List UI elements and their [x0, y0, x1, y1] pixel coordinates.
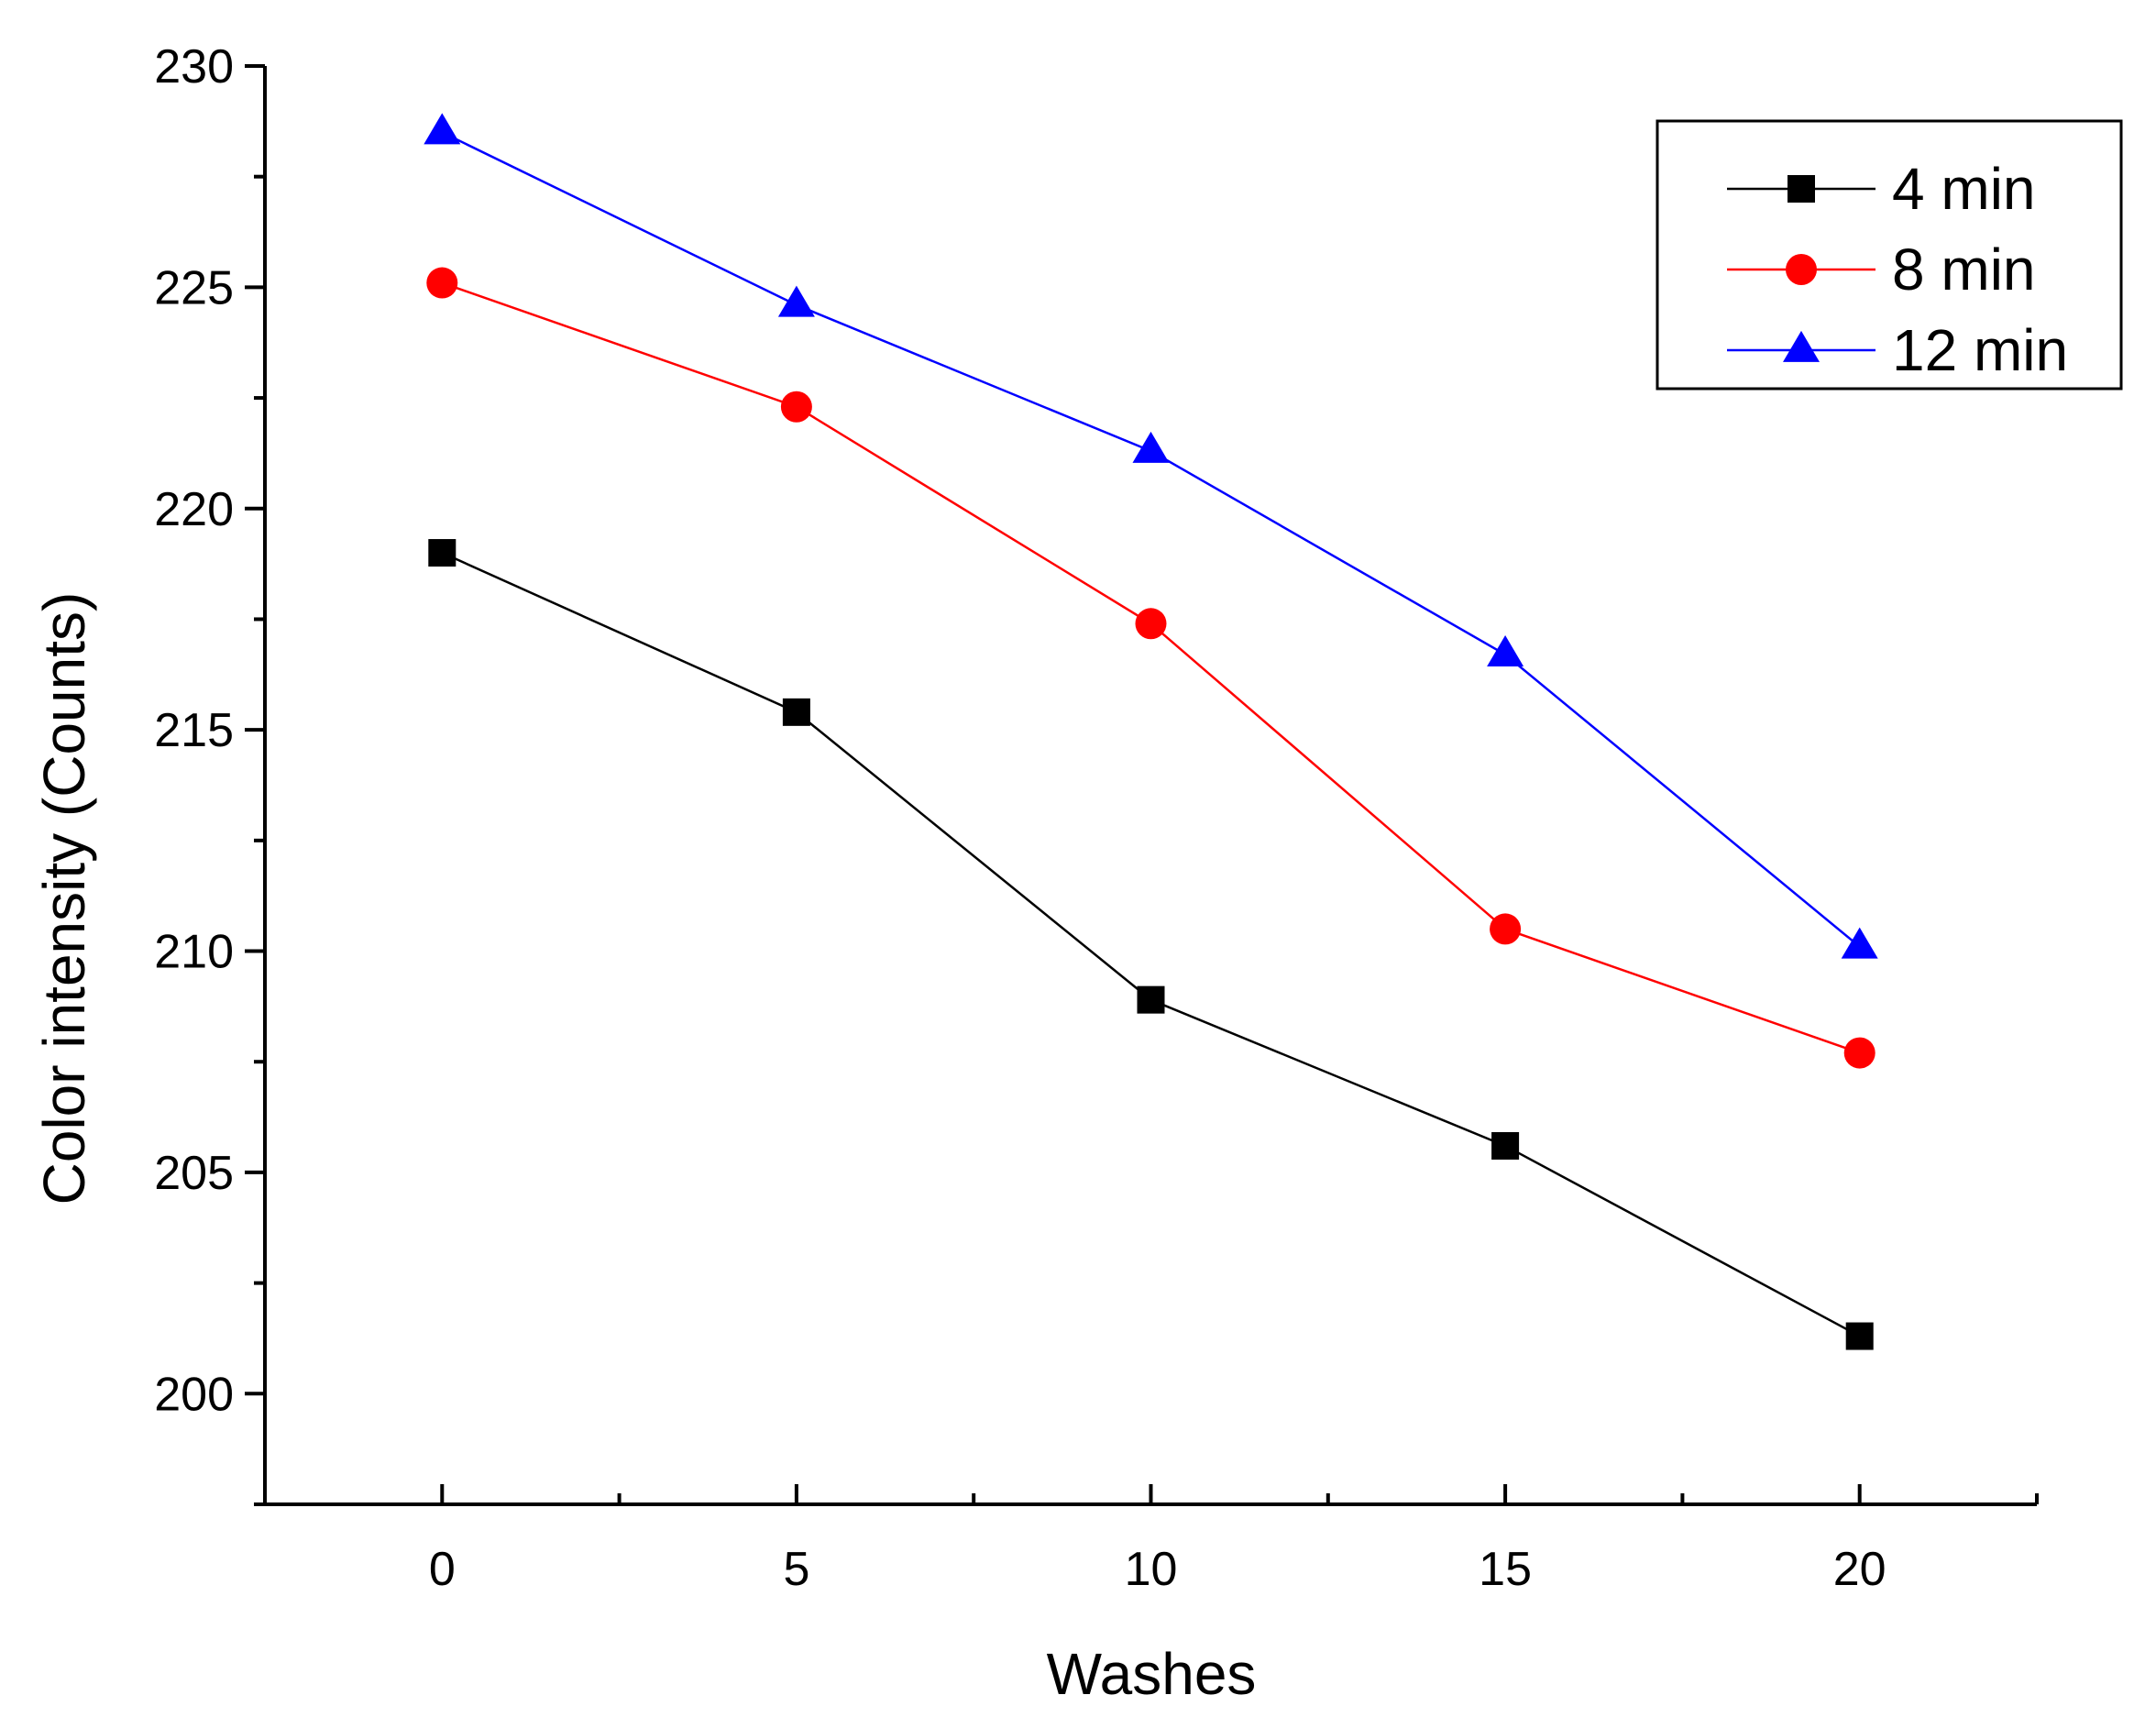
x-tick-label: 20 — [1833, 1543, 1886, 1596]
data-point-12-min — [1487, 635, 1524, 667]
x-tick-label: 10 — [1125, 1543, 1178, 1596]
legend-entry-4-min: 4 min — [1727, 156, 2036, 222]
y-tick-label: 200 — [154, 1368, 234, 1421]
data-point-4-min — [1137, 985, 1165, 1014]
y-tick-label: 220 — [154, 483, 234, 536]
legend-marker-8-min — [1786, 254, 1817, 285]
x-tick-label: 0 — [429, 1543, 456, 1596]
data-point-4-min — [1491, 1131, 1520, 1160]
data-point-4-min — [428, 539, 456, 567]
y-tick-label: 225 — [154, 261, 234, 314]
series-line-8-min — [441, 281, 1861, 1054]
legend-marker-4-min — [1788, 175, 1815, 203]
legend-entry-8-min: 8 min — [1727, 237, 2036, 303]
series-12-min — [424, 113, 1878, 959]
legend-box — [1656, 119, 2123, 391]
legend-label-8-min: 8 min — [1892, 237, 2036, 303]
series-8-min — [426, 267, 1876, 1069]
data-point-8-min — [1135, 608, 1167, 640]
x-tick-label: 5 — [783, 1543, 809, 1596]
data-point-8-min — [1490, 913, 1522, 945]
y-tick-label: 205 — [154, 1147, 234, 1200]
series-4-min — [428, 539, 1874, 1350]
y-tick-label: 230 — [154, 40, 234, 94]
y-axis-title: Color intensity (Counts) — [31, 592, 97, 1205]
series-layer — [424, 113, 1878, 1350]
legend: 4 min 8 min 12 min — [1656, 119, 2123, 391]
y-tick-label: 215 — [154, 704, 234, 757]
data-point-12-min — [1132, 431, 1170, 463]
x-tick-label: 15 — [1479, 1543, 1532, 1596]
axes: 200 205 210 215 220 225 230 0 5 10 15 20 — [154, 40, 2039, 1596]
data-point-4-min — [782, 698, 810, 726]
data-point-12-min — [424, 113, 461, 145]
legend-entry-12-min: 12 min — [1727, 317, 2068, 383]
legend-label-12-min: 12 min — [1892, 317, 2068, 383]
series-line-12-min — [441, 131, 1861, 948]
legend-label-4-min: 4 min — [1892, 156, 2036, 222]
data-point-8-min — [426, 267, 458, 299]
data-point-12-min — [777, 285, 815, 317]
series-line-4-min — [441, 551, 1861, 1337]
data-point-8-min — [780, 391, 812, 423]
data-point-4-min — [1845, 1322, 1874, 1350]
x-axis-title: Washes — [1047, 1641, 1257, 1707]
y-tick-label: 210 — [154, 926, 234, 979]
data-point-8-min — [1843, 1037, 1876, 1069]
data-point-12-min — [1841, 927, 1878, 959]
legend-marker-12-min — [1783, 330, 1820, 362]
